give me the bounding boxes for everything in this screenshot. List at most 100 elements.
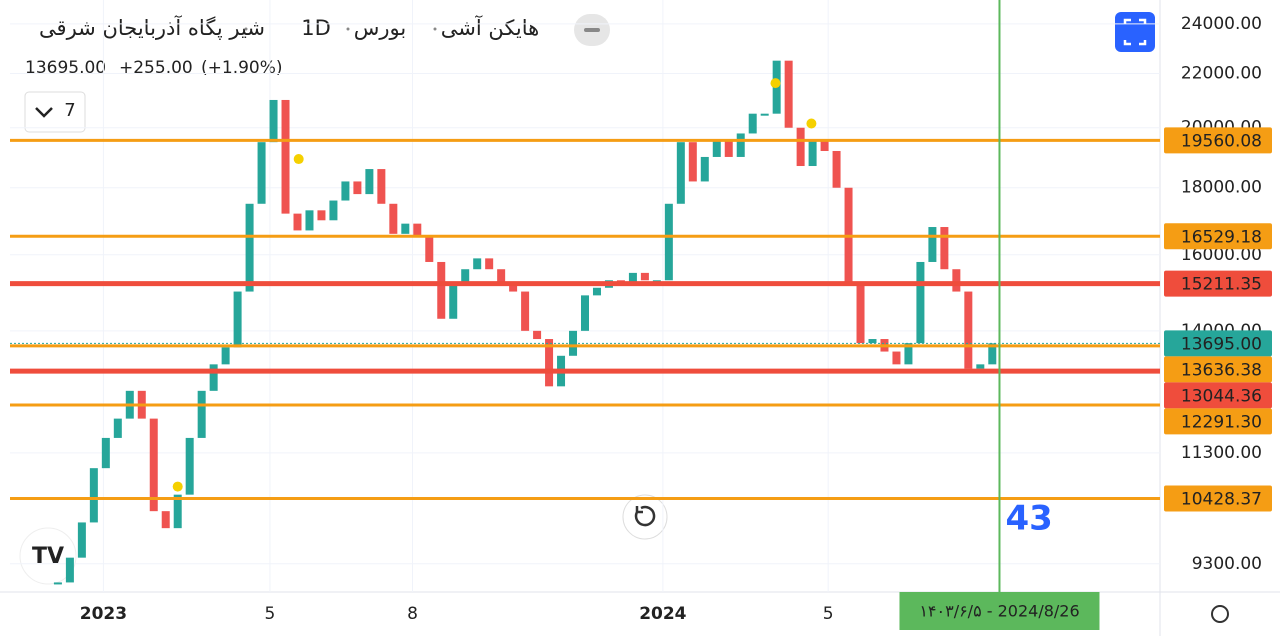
- candle: [964, 291, 973, 369]
- candle: [664, 203, 673, 281]
- candle: [509, 284, 518, 292]
- candle: [257, 142, 266, 204]
- y-tick-label: 11300.00: [1181, 443, 1262, 463]
- date-label-bg: [899, 592, 1100, 630]
- price-label-bg: [1164, 127, 1272, 154]
- candle: [293, 213, 302, 231]
- header: شیر پگاه آذربایجان شرقی 1D بورس هایکن آشی 13…: [25, 15, 539, 78]
- indicator-toggle[interactable]: [24, 91, 86, 133]
- candle: [497, 269, 506, 285]
- candle: [269, 99, 278, 143]
- candle: [976, 364, 985, 369]
- candle: [365, 169, 374, 195]
- candle: [688, 142, 697, 182]
- price-label-bg: [1164, 408, 1272, 435]
- price-label-bg: [1164, 382, 1272, 409]
- candle: [904, 343, 913, 365]
- candle: [485, 258, 494, 270]
- candle: [760, 113, 769, 116]
- candle: [533, 330, 542, 340]
- candle: [988, 343, 997, 365]
- last-price: 13695.00: [25, 58, 106, 78]
- candle: [808, 139, 817, 167]
- bar-count: 43: [1005, 499, 1052, 539]
- candle: [413, 223, 422, 238]
- x-tick-label: 2024: [639, 604, 686, 624]
- candle: [425, 237, 434, 262]
- reset-button[interactable]: [622, 494, 668, 540]
- candle: [521, 291, 530, 331]
- candle: [305, 210, 314, 231]
- price-label: 15211.35: [1181, 275, 1262, 295]
- marker: [806, 118, 817, 129]
- collapse-icon: [584, 28, 600, 32]
- candle: [712, 139, 721, 157]
- price-label-bg: [1164, 223, 1272, 250]
- price-label-bg: [1164, 270, 1272, 297]
- candle: [173, 494, 182, 529]
- candle: [149, 418, 158, 512]
- x-tick-label: 2023: [80, 604, 127, 624]
- title-separator: [244, 27, 248, 31]
- candle: [569, 330, 578, 356]
- price-label: 19560.08: [1181, 131, 1262, 151]
- candle: [892, 351, 901, 365]
- price-label: 10428.37: [1181, 490, 1262, 510]
- candle: [401, 223, 410, 234]
- candle: [676, 142, 685, 204]
- tv-logo-mark: TV: [32, 544, 64, 569]
- candle: [736, 133, 745, 157]
- title-part: هایکن آشی: [441, 15, 540, 40]
- candle: [233, 291, 242, 348]
- title-part: شیر پگاه آذربایجان شرقی: [39, 15, 265, 40]
- fullscreen-button[interactable]: [1115, 12, 1155, 52]
- price-label: 12291.30: [1181, 412, 1262, 432]
- y-tick-label: 22000.00: [1181, 63, 1262, 83]
- indicator-count: 7: [64, 100, 75, 121]
- y-tick-label: 16000.00: [1181, 245, 1262, 265]
- candle: [341, 181, 350, 201]
- title-separator: [433, 27, 437, 31]
- candle: [724, 139, 733, 157]
- y-tick-label: 9300.00: [1192, 554, 1262, 574]
- candle: [952, 269, 961, 292]
- candle: [748, 113, 757, 134]
- settings-icon[interactable]: [1211, 605, 1229, 623]
- candle: [581, 295, 589, 331]
- change: +255.00: [119, 58, 193, 78]
- candle: [113, 418, 122, 438]
- price-label-bg: [1164, 330, 1272, 357]
- candle: [449, 284, 458, 319]
- candle: [832, 150, 841, 188]
- price-label-bg: [1164, 356, 1272, 383]
- y-tick-label: 18000.00: [1181, 178, 1262, 198]
- x-tick-label: 5: [823, 604, 834, 624]
- price-label: 13636.38: [1181, 360, 1262, 380]
- candle: [161, 511, 170, 529]
- x-tick-label: 5: [265, 604, 276, 624]
- candle: [89, 468, 98, 523]
- candle: [868, 339, 877, 344]
- date-label: ۱۴۰۳/۶/۵ - 2024/8/26: [919, 602, 1079, 621]
- tv-logo[interactable]: [19, 527, 77, 585]
- candle: [185, 437, 194, 495]
- candle: [329, 200, 338, 221]
- candle: [820, 139, 829, 151]
- candle: [245, 203, 254, 292]
- candle: [640, 272, 649, 281]
- candle: [65, 557, 74, 583]
- title-separator: [346, 27, 350, 31]
- candle: [377, 169, 386, 204]
- chevron-icon: [35, 107, 53, 118]
- candle: [389, 203, 398, 234]
- candle: [592, 287, 601, 296]
- price-label: 13044.36: [1181, 386, 1262, 406]
- fullscreen-icon: [1123, 18, 1147, 46]
- title-part: 1D: [301, 16, 331, 40]
- candle: [784, 60, 793, 128]
- candle: [700, 156, 709, 182]
- price-label: 13695.00: [1181, 334, 1262, 354]
- y-tick-label: 24000.00: [1181, 14, 1262, 34]
